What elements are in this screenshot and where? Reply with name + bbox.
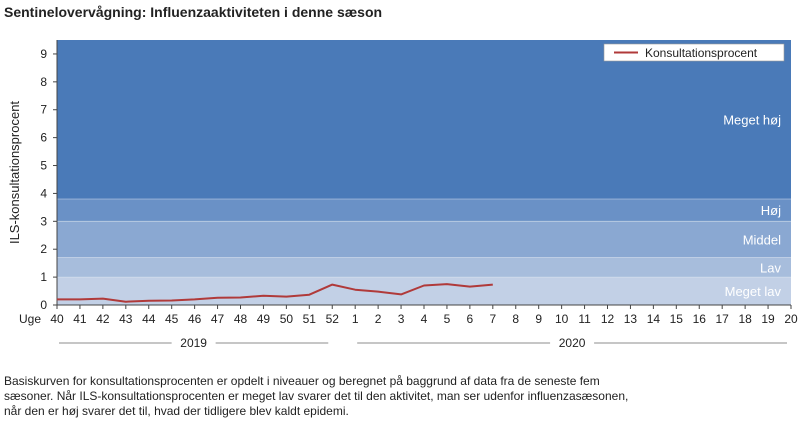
x-axis-prefix: Uge [19, 312, 41, 326]
footnote-line-3: når den er høj svarer det til, hvad der … [4, 404, 349, 418]
x-tick-label: 10 [555, 312, 569, 326]
x-tick-label: 44 [142, 312, 156, 326]
x-tick-label: 17 [716, 312, 730, 326]
year-label: 2020 [559, 336, 586, 350]
year-label: 2019 [180, 336, 207, 350]
chart-title: Sentinelovervågning: Influenzaaktivitete… [4, 4, 383, 20]
x-tick-label: 19 [761, 312, 775, 326]
band-label: Høj [761, 203, 781, 218]
x-tick-label: 43 [119, 312, 133, 326]
x-tick-label: 3 [398, 312, 405, 326]
x-tick-label: 15 [670, 312, 684, 326]
y-tick-label: 7 [40, 103, 47, 117]
activity-band [57, 40, 791, 199]
x-tick-label: 12 [601, 312, 615, 326]
y-tick-label: 0 [40, 298, 47, 312]
x-tick-label: 41 [73, 312, 87, 326]
band-label: Meget høj [723, 113, 781, 128]
x-tick-label: 46 [188, 312, 202, 326]
x-tick-label: 11 [578, 312, 591, 326]
y-tick-label: 6 [40, 131, 47, 145]
legend-label: Konsultationsprocent [645, 46, 758, 60]
band-label: Lav [760, 260, 781, 275]
y-tick-label: 3 [40, 214, 47, 228]
band-label: Middel [743, 232, 781, 247]
y-tick-label: 2 [40, 242, 47, 256]
y-tick-label: 4 [40, 186, 47, 200]
x-tick-label: 13 [624, 312, 638, 326]
x-tick-label: 40 [50, 312, 64, 326]
footnote-line-2: sæsoner. Når ILS-konsultationsprocenten … [4, 389, 629, 403]
x-tick-label: 7 [489, 312, 496, 326]
y-tick-label: 1 [40, 270, 47, 284]
footnote: Basiskurven for konsultationsprocenten e… [4, 374, 796, 419]
x-tick-label: 4 [421, 312, 428, 326]
x-tick-label: 50 [280, 312, 294, 326]
x-tick-label: 47 [211, 312, 225, 326]
x-tick-label: 20 [784, 312, 798, 326]
legend-box [603, 43, 785, 62]
x-tick-label: 48 [234, 312, 248, 326]
footnote-line-1: Basiskurven for konsultationsprocenten e… [4, 374, 600, 388]
x-tick-label: 8 [512, 312, 519, 326]
x-tick-label: 52 [326, 312, 340, 326]
x-tick-label: 14 [647, 312, 661, 326]
y-tick-label: 5 [40, 159, 47, 173]
x-tick-label: 6 [467, 312, 474, 326]
x-tick-label: 1 [352, 312, 359, 326]
activity-band [57, 257, 791, 278]
x-tick-label: 9 [535, 312, 542, 326]
x-tick-label: 51 [303, 312, 317, 326]
x-tick-label: 49 [257, 312, 271, 326]
x-tick-label: 16 [693, 312, 707, 326]
x-tick-label: 5 [444, 312, 451, 326]
x-tick-label: 42 [96, 312, 110, 326]
x-tick-label: 2 [375, 312, 382, 326]
y-tick-label: 9 [40, 47, 47, 61]
activity-band [57, 221, 791, 258]
y-axis-label: ILS-konsultationsprocent [7, 101, 22, 244]
band-label: Meget lav [725, 284, 782, 299]
x-tick-label: 45 [165, 312, 179, 326]
y-tick-label: 8 [40, 75, 47, 89]
series-line-konsultationsprocent [57, 283, 493, 303]
x-tick-label: 18 [738, 312, 752, 326]
activity-band [57, 199, 791, 222]
